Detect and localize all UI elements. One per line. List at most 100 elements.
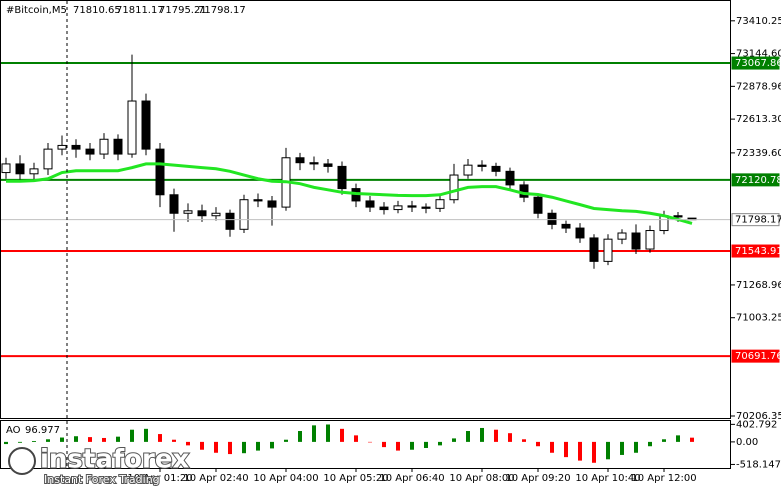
ao-bar [18, 441, 22, 443]
ao-bar [634, 441, 638, 453]
ao-bar [494, 429, 498, 442]
price-label: 70691.76 [735, 351, 781, 362]
candle-body [141, 100, 151, 150]
header-high: 71811.17 [116, 5, 164, 16]
ao-y-tick-label: 402.792 [736, 419, 777, 430]
candle-body [127, 100, 137, 155]
y-tick-label: 73144.60 [736, 49, 781, 60]
ao-bar [480, 427, 484, 442]
logo-tagline: Instant Forex Trading [44, 473, 160, 486]
candle-body [407, 205, 417, 208]
ao-bar [88, 437, 92, 442]
ao-bar [578, 441, 582, 461]
moving-average [6, 162, 693, 225]
ao-bar [340, 428, 344, 442]
ao-bar [4, 441, 8, 445]
candle-body [673, 215, 683, 218]
candle-body [253, 199, 263, 202]
ao-bar [200, 441, 204, 450]
price-label-box [731, 56, 780, 70]
candle-body [15, 163, 25, 175]
ao-bar [550, 441, 554, 453]
candle-body [393, 205, 403, 211]
header-low: 71795.21 [159, 5, 207, 16]
ao-bar [368, 441, 372, 443]
logo-icon [8, 447, 36, 475]
candle-body [477, 164, 487, 167]
candle-body [85, 148, 95, 155]
ao-bar [116, 436, 120, 442]
ao-bar [298, 431, 302, 442]
price-label: 71543.91 [735, 246, 781, 257]
ao-bar [354, 435, 358, 442]
candle-body [71, 144, 81, 150]
price-label-box [731, 349, 780, 363]
indicator-name: AO [6, 425, 21, 436]
ao-bar [536, 441, 540, 447]
candle-body [43, 148, 53, 170]
ao-bar [270, 441, 274, 449]
ao-bar [620, 441, 624, 455]
candle-body [197, 210, 207, 217]
ao-bar [466, 431, 470, 442]
header-symbol: #Bitcoin,M5 [6, 5, 67, 16]
candle-body [183, 210, 193, 214]
candle-body [29, 168, 39, 175]
ao-bar [424, 441, 428, 448]
header-close: 71798.17 [198, 5, 246, 16]
candle-body [211, 212, 221, 217]
candle-body [463, 164, 473, 176]
candle-body [491, 165, 501, 172]
ao-y-tick-label: 0.00 [736, 437, 758, 448]
candle-body [449, 174, 459, 201]
ao-bar [228, 441, 232, 455]
indicator-current: 96.977 [25, 425, 60, 436]
ao-bar [648, 441, 652, 447]
ao-bar [74, 436, 78, 442]
ao-bar [130, 429, 134, 442]
x-tick-label: 10 Apr 01:20 [127, 473, 192, 484]
ao-bar [46, 439, 50, 442]
candle-body [57, 144, 67, 150]
x-tick-label: 10 Apr 08:00 [449, 473, 514, 484]
price-label-box [731, 213, 780, 227]
candle-body [519, 184, 529, 198]
ao-bar [410, 441, 414, 450]
ao-bar [326, 424, 330, 442]
ao-bar [438, 441, 442, 446]
candle-body [295, 157, 305, 164]
candle-body [155, 148, 165, 196]
x-tick-label: 10 Apr 02:40 [183, 473, 248, 484]
logo: instaforex Instant Forex Trading [8, 444, 191, 487]
candle-body [225, 212, 235, 230]
candle-body [533, 196, 543, 214]
price-label-box [731, 244, 780, 258]
ao-bar [382, 441, 386, 448]
ao-bar [606, 441, 610, 460]
ao-bar [60, 437, 64, 442]
x-tick-label: 10 Apr 05:20 [323, 473, 388, 484]
ao-bar [186, 441, 190, 446]
candle-body [239, 199, 249, 230]
candle-body [365, 200, 375, 208]
ao-bar [564, 441, 568, 458]
ao-bar [102, 437, 106, 442]
candle-body [169, 194, 179, 214]
candle-body [113, 138, 123, 155]
price-label: 71798.17 [735, 215, 781, 226]
ao-bar [396, 441, 400, 451]
main-pane-border [0, 0, 731, 419]
ao-bar [676, 435, 680, 442]
x-tick-label: 10 Apr 10:40 [575, 473, 640, 484]
candle-body [561, 223, 571, 229]
y-tick-label: 72613.30 [736, 114, 781, 125]
ao-bar [452, 438, 456, 442]
candle-body [1, 163, 11, 174]
candle-body [267, 200, 277, 208]
candle-body [309, 162, 319, 165]
y-tick-label: 71268.96 [736, 280, 781, 291]
ao-bar [32, 441, 36, 442]
ao-bar [312, 425, 316, 442]
logo-name: instaforex [40, 445, 190, 475]
